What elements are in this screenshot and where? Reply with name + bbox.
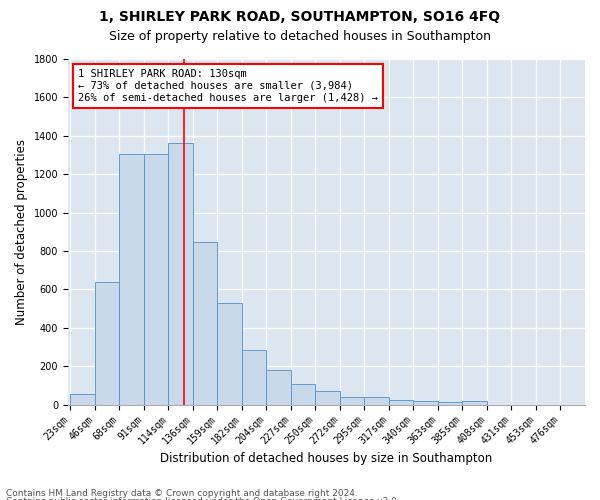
Bar bbox=[413, 402, 438, 404]
Text: Size of property relative to detached houses in Southampton: Size of property relative to detached ho… bbox=[109, 30, 491, 43]
Bar bbox=[389, 400, 413, 404]
X-axis label: Distribution of detached houses by size in Southampton: Distribution of detached houses by size … bbox=[160, 452, 493, 465]
Bar bbox=[316, 392, 340, 404]
Bar bbox=[95, 282, 119, 405]
Bar bbox=[364, 398, 389, 404]
Text: Contains public sector information licensed under the Open Government Licence v3: Contains public sector information licen… bbox=[6, 497, 400, 500]
Bar bbox=[291, 384, 316, 404]
Bar bbox=[169, 142, 193, 404]
Text: 1, SHIRLEY PARK ROAD, SOUTHAMPTON, SO16 4FQ: 1, SHIRLEY PARK ROAD, SOUTHAMPTON, SO16 … bbox=[100, 10, 500, 24]
Bar bbox=[340, 398, 364, 404]
Text: 1 SHIRLEY PARK ROAD: 130sqm
← 73% of detached houses are smaller (3,984)
26% of : 1 SHIRLEY PARK ROAD: 130sqm ← 73% of det… bbox=[78, 70, 378, 102]
Text: Contains HM Land Registry data © Crown copyright and database right 2024.: Contains HM Land Registry data © Crown c… bbox=[6, 488, 358, 498]
Bar bbox=[266, 370, 291, 404]
Y-axis label: Number of detached properties: Number of detached properties bbox=[15, 139, 28, 325]
Bar bbox=[463, 401, 487, 404]
Bar bbox=[193, 242, 217, 404]
Bar bbox=[144, 154, 169, 405]
Bar bbox=[217, 303, 242, 404]
Bar bbox=[242, 350, 266, 405]
Bar bbox=[119, 154, 144, 405]
Bar bbox=[438, 402, 463, 404]
Bar bbox=[70, 394, 95, 404]
